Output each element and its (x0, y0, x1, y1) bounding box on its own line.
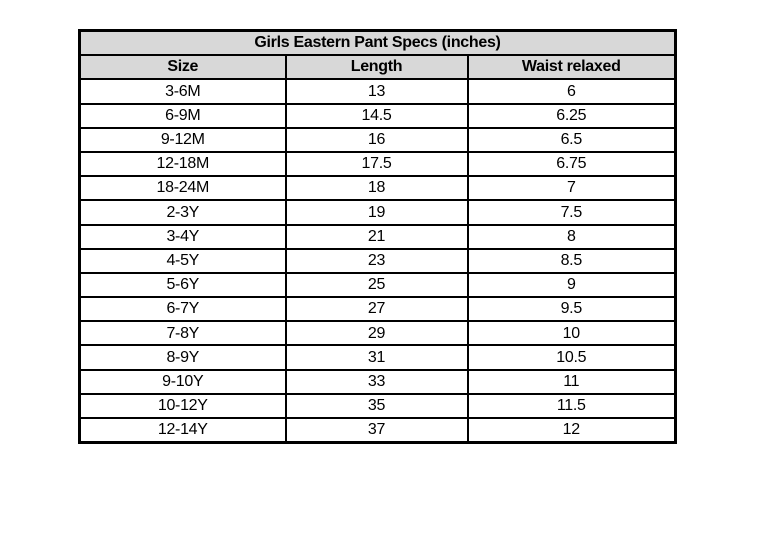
size-cell: 12-18M (78, 150, 287, 178)
waist-cell: 9 (466, 271, 677, 299)
table-title: Girls Eastern Pant Specs (inches) (78, 29, 677, 57)
table-row: 9-10Y 33 11 (78, 368, 677, 395)
waist-cell: 6 (466, 78, 677, 105)
length-cell: 31 (284, 344, 469, 371)
table-row: 10-12Y 35 11.5 (78, 392, 677, 420)
size-cell: 3-4Y (78, 223, 287, 250)
size-cell: 2-3Y (78, 199, 287, 226)
spec-table: Girls Eastern Pant Specs (inches) Size L… (78, 29, 677, 445)
length-cell: 16 (284, 126, 469, 153)
column-header-size: Size (78, 54, 287, 81)
header-row: Size Length Waist relaxed (78, 54, 677, 81)
waist-cell: 7 (466, 175, 677, 202)
length-cell: 13 (284, 78, 469, 105)
table-row: 12-18M 17.5 6.75 (78, 150, 677, 178)
waist-cell: 6.75 (466, 150, 677, 178)
size-cell: 3-6M (78, 78, 287, 105)
table-row: 6-7Y 27 9.5 (78, 296, 677, 323)
size-cell: 6-7Y (78, 296, 287, 323)
waist-cell: 8.5 (466, 247, 677, 274)
waist-cell: 9.5 (466, 296, 677, 323)
table-row: 7-8Y 29 10 (78, 320, 677, 347)
size-cell: 5-6Y (78, 271, 287, 299)
length-cell: 18 (284, 175, 469, 202)
waist-cell: 11.5 (466, 392, 677, 420)
table-row: 12-14Y 37 12 (78, 417, 677, 444)
table-row: 6-9M 14.5 6.25 (78, 102, 677, 129)
table-row: 2-3Y 19 7.5 (78, 199, 677, 226)
length-cell: 33 (284, 368, 469, 395)
waist-cell: 6.5 (466, 126, 677, 153)
column-header-length: Length (284, 54, 469, 81)
size-cell: 12-14Y (78, 417, 287, 444)
length-cell: 25 (284, 271, 469, 299)
table-row: 3-4Y 21 8 (78, 223, 677, 250)
size-cell: 7-8Y (78, 320, 287, 347)
waist-cell: 12 (466, 417, 677, 444)
title-row: Girls Eastern Pant Specs (inches) (78, 29, 677, 57)
length-cell: 29 (284, 320, 469, 347)
size-cell: 18-24M (78, 175, 287, 202)
waist-cell: 10 (466, 320, 677, 347)
waist-cell: 8 (466, 223, 677, 250)
table-row: 4-5Y 23 8.5 (78, 247, 677, 274)
waist-cell: 7.5 (466, 199, 677, 226)
length-cell: 37 (284, 417, 469, 444)
length-cell: 19 (284, 199, 469, 226)
waist-cell: 10.5 (466, 344, 677, 371)
size-cell: 4-5Y (78, 247, 287, 274)
size-cell: 9-12M (78, 126, 287, 153)
size-cell: 10-12Y (78, 392, 287, 420)
table-row: 9-12M 16 6.5 (78, 126, 677, 153)
length-cell: 35 (284, 392, 469, 420)
size-cell: 8-9Y (78, 344, 287, 371)
table-row: 3-6M 13 6 (78, 78, 677, 105)
size-cell: 6-9M (78, 102, 287, 129)
waist-cell: 11 (466, 368, 677, 395)
length-cell: 23 (284, 247, 469, 274)
table-row: 8-9Y 31 10.5 (78, 344, 677, 371)
length-cell: 17.5 (284, 150, 469, 178)
length-cell: 27 (284, 296, 469, 323)
table-row: 18-24M 18 7 (78, 175, 677, 202)
length-cell: 21 (284, 223, 469, 250)
size-cell: 9-10Y (78, 368, 287, 395)
waist-cell: 6.25 (466, 102, 677, 129)
column-header-waist-relaxed: Waist relaxed (466, 54, 677, 81)
length-cell: 14.5 (284, 102, 469, 129)
table-row: 5-6Y 25 9 (78, 271, 677, 299)
